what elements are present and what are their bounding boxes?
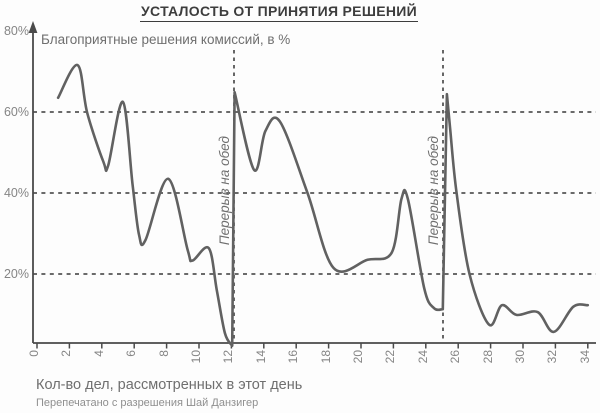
x-tick-label-14: 14: [254, 350, 268, 364]
y-tick-label-20: 20%: [3, 267, 29, 281]
x-tick-label-6: 6: [124, 350, 138, 357]
x-tick-label-10: 10: [189, 350, 203, 364]
x-axis-caption: Кол-во дел, рассмотренных в этот день: [36, 377, 303, 393]
y-axis-arrowhead: [28, 21, 38, 33]
x-tick-label-24: 24: [416, 350, 430, 364]
decision-curve-favorable-parole-decisions-percent: [56, 63, 590, 347]
chart-title-row: УСТАЛОСТЬ ОТ ПРИНЯТИЯ РЕШЕНИЙ: [0, 3, 558, 22]
x-tick-label-16: 16: [286, 350, 300, 364]
x-tick-label-30: 30: [513, 350, 527, 364]
x-tick-label-20: 20: [351, 350, 365, 364]
lunch-break-annotation-2: Перерыв на обед: [426, 136, 441, 246]
x-tick-label-34: 34: [578, 350, 592, 364]
x-tick-label-32: 32: [545, 350, 559, 364]
y-tick-label-60: 60%: [3, 105, 29, 119]
x-tick-label-18: 18: [319, 350, 333, 364]
x-tick-label-28: 28: [481, 350, 495, 364]
x-tick-label-0: 0: [27, 350, 41, 357]
x-tick-label-22: 22: [383, 350, 397, 364]
y-tick-label-80: 80%: [3, 24, 29, 38]
lunch-break-annotation-1: Перерыв на обед: [217, 136, 232, 246]
chart-title: УСТАЛОСТЬ ОТ ПРИНЯТИЯ РЕШЕНИЙ: [140, 3, 418, 22]
x-tick-label-4: 4: [92, 350, 106, 357]
x-tick-label-8: 8: [157, 350, 171, 357]
x-tick-label-26: 26: [448, 350, 462, 364]
y-tick-label-40: 40%: [3, 186, 29, 200]
x-tick-label-2: 2: [59, 350, 73, 357]
x-tick-label-12: 12: [221, 350, 235, 364]
source-attribution: Перепечатано с разрешения Шай Данзигер: [36, 397, 259, 409]
y-axis-caption: Благоприятные решения комиссий, в %: [41, 32, 291, 47]
